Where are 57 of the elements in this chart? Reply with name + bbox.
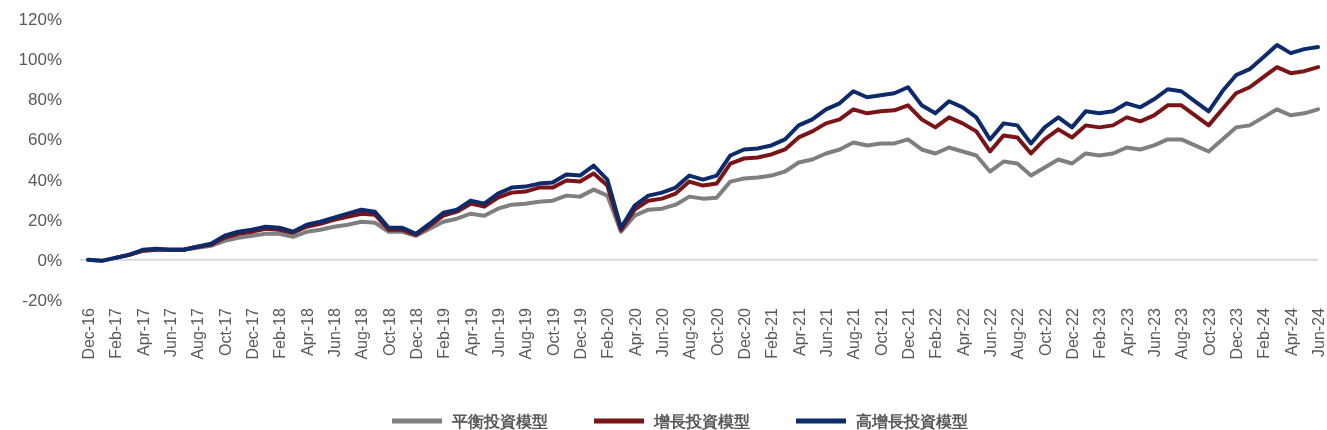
y-tick-label: 60% — [27, 130, 62, 150]
x-tick-label: Apr-19 — [462, 307, 480, 357]
x-tick-label: Apr-20 — [626, 307, 644, 357]
x-tick-label: Aug-23 — [1173, 307, 1191, 360]
x-tick-label: Apr-22 — [954, 307, 972, 357]
x-tick-label: Dec-17 — [244, 307, 261, 360]
y-tick-label: -20% — [22, 291, 62, 310]
x-tick-label: Oct-17 — [216, 307, 234, 357]
x-tick-label: Aug-21 — [845, 307, 863, 360]
x-tick-label: Oct-18 — [380, 307, 398, 357]
x-tick-label: Dec-20 — [736, 307, 753, 360]
x-tick-label: Feb-20 — [599, 307, 617, 359]
x-tick-label: Apr-18 — [298, 307, 316, 357]
x-tick-label: Dec-21 — [900, 307, 917, 360]
y-tick-label: 20% — [27, 210, 62, 230]
x-tick-label: Oct-21 — [872, 307, 890, 357]
x-tick-label: Jun-21 — [818, 307, 835, 357]
x-tick-label: Feb-24 — [1255, 307, 1273, 359]
x-tick-label: Aug-22 — [1009, 307, 1027, 360]
x-tick-label: Feb-18 — [271, 307, 289, 359]
x-tick-label: Jun-19 — [490, 307, 507, 357]
x-tick-label: Oct-23 — [1200, 307, 1218, 357]
x-tick-label: Feb-23 — [1091, 307, 1109, 359]
x-tick-label: Feb-17 — [107, 307, 125, 359]
x-tick-label: Apr-23 — [1118, 307, 1136, 357]
x-tick-label: Oct-22 — [1036, 307, 1054, 357]
x-tick-label: Apr-24 — [1282, 307, 1300, 357]
x-tick-label: Apr-17 — [134, 307, 152, 357]
x-tick-label: Aug-19 — [517, 307, 535, 360]
legend-label: 增長投資模型 — [653, 413, 750, 430]
x-tick-label: Apr-21 — [790, 307, 808, 357]
y-tick-label: 80% — [27, 90, 62, 110]
x-tick-label: Jun-22 — [982, 307, 999, 357]
x-tick-label: Dec-18 — [408, 307, 425, 360]
legend-label: 平衡投資模型 — [451, 413, 548, 430]
x-tick-label: Jun-17 — [162, 307, 179, 357]
x-tick-label: Jun-24 — [1310, 307, 1327, 357]
x-tick-label: Feb-21 — [763, 307, 781, 359]
x-tick-label: Feb-19 — [435, 307, 453, 359]
y-tick-label: 0% — [37, 250, 62, 270]
x-tick-label: Feb-22 — [927, 307, 945, 359]
y-tick-label: 40% — [27, 170, 62, 190]
x-tick-label: Aug-20 — [681, 307, 699, 360]
x-tick-label: Dec-22 — [1064, 307, 1081, 360]
x-tick-label: Dec-19 — [572, 307, 589, 360]
y-tick-label: 120% — [18, 10, 62, 29]
x-tick-label: Jun-20 — [654, 307, 671, 357]
x-tick-label: Aug-17 — [189, 307, 207, 360]
x-tick-label: Oct-19 — [544, 307, 562, 357]
x-tick-label: Aug-18 — [353, 307, 371, 360]
y-tick-label: 100% — [18, 50, 62, 70]
legend-label: 高增長投資模型 — [856, 412, 968, 430]
x-tick-label: Dec-16 — [80, 307, 97, 360]
x-tick-label: Dec-23 — [1228, 307, 1245, 360]
x-tick-label: Oct-20 — [708, 307, 726, 357]
x-tick-label: Jun-23 — [1146, 307, 1163, 357]
x-tick-label: Jun-18 — [326, 307, 343, 357]
